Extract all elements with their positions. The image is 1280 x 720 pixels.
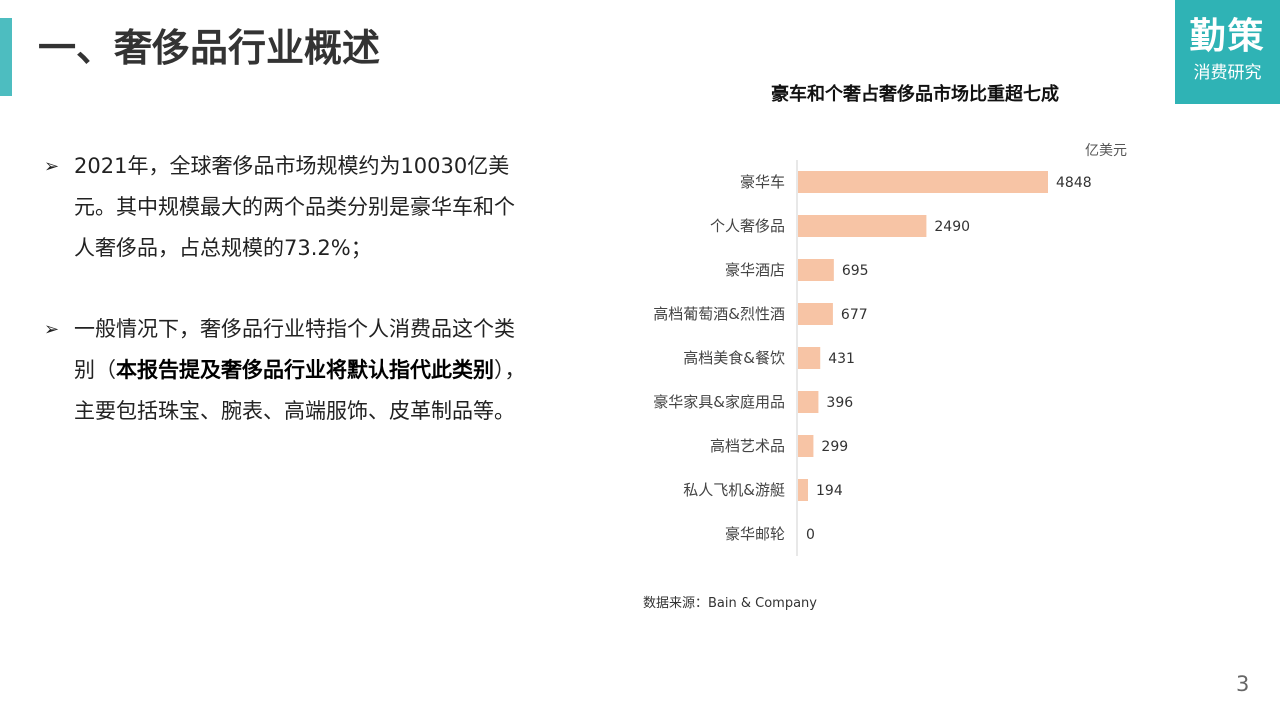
bullet-item-market-size: ➢ 2021年，全球奢侈品市场规模约为10030亿美元。其中规模最大的两个品类分… bbox=[44, 146, 534, 269]
value-label: 431 bbox=[828, 351, 855, 367]
category-label: 高档艺术品 bbox=[710, 437, 785, 455]
logo-sub-text: 消费研究 bbox=[1193, 63, 1262, 83]
category-label: 豪华家具&家庭用品 bbox=[653, 393, 785, 411]
value-label: 0 bbox=[806, 527, 815, 543]
bar bbox=[798, 435, 814, 457]
value-label: 695 bbox=[842, 263, 869, 279]
value-label: 677 bbox=[841, 307, 868, 323]
bar bbox=[798, 303, 833, 325]
bar bbox=[798, 215, 927, 237]
bullet-text-tail: ），主要包括珠宝、腕表、高端服饰、皮革制品等。 bbox=[74, 358, 526, 423]
bar bbox=[798, 259, 834, 281]
bullet-item-definition: ➢ 一般情况下，奢侈品行业特指个人消费品这个类别（本报告提及奢侈品行业将默认指代… bbox=[44, 309, 534, 432]
value-label: 299 bbox=[821, 439, 848, 455]
data-source: 数据来源：Bain & Company bbox=[643, 596, 817, 611]
category-label: 高档葡萄酒&烈性酒 bbox=[653, 305, 785, 323]
chart-unit-label: 亿美元 bbox=[1085, 143, 1127, 159]
bar bbox=[798, 391, 819, 413]
bullet-text: 2021年，全球奢侈品市场规模约为10030亿美元。其中规模最大的两个品类分别是… bbox=[74, 154, 515, 260]
category-label: 个人奢侈品 bbox=[710, 217, 785, 235]
category-label: 豪华酒店 bbox=[725, 261, 785, 279]
logo-main-text: 勤策 bbox=[1189, 15, 1266, 57]
category-label: 豪华车 bbox=[740, 173, 785, 191]
bar bbox=[798, 171, 1048, 193]
category-label: 高档美食&餐饮 bbox=[683, 349, 785, 367]
value-label: 194 bbox=[816, 483, 843, 499]
category-label: 私人飞机&游艇 bbox=[683, 481, 785, 499]
bullet-text: 一般情况下，奢侈品行业特指个人消费品这个类别（ bbox=[74, 317, 515, 382]
category-label: 豪华邮轮 bbox=[725, 525, 785, 543]
chart-title: 豪车和个奢占奢侈品市场比重超七成 bbox=[771, 84, 1059, 105]
bar-chart-svg: 豪华车 4848 个人奢侈品 2490 豪华酒店 695 高档葡萄酒&烈性酒 677 高档美食&… bbox=[653, 160, 1092, 556]
bar-chart: 豪华车 4848 个人奢侈品 2490 豪华酒店 695 高档葡萄酒&烈性酒 677 高档美食&… bbox=[600, 155, 1160, 569]
bar bbox=[798, 347, 821, 369]
brand-logo: 勤策 消费研究 bbox=[1175, 0, 1280, 104]
page-number: 3 bbox=[1236, 672, 1250, 696]
title-accent-bar bbox=[0, 18, 12, 96]
slide-title: 一、奢侈品行业概述 bbox=[38, 26, 381, 70]
value-label: 396 bbox=[826, 395, 853, 411]
value-label: 4848 bbox=[1056, 175, 1092, 191]
value-label: 2490 bbox=[934, 219, 970, 235]
arrow-bullet-icon: ➢ bbox=[44, 319, 60, 340]
bullet-bold-text: 本报告提及奢侈品行业将默认指代此类别 bbox=[116, 358, 494, 382]
bar bbox=[798, 479, 809, 501]
bullet-list: ➢ 2021年，全球奢侈品市场规模约为10030亿美元。其中规模最大的两个品类分… bbox=[44, 146, 534, 472]
arrow-bullet-icon: ➢ bbox=[44, 156, 60, 177]
